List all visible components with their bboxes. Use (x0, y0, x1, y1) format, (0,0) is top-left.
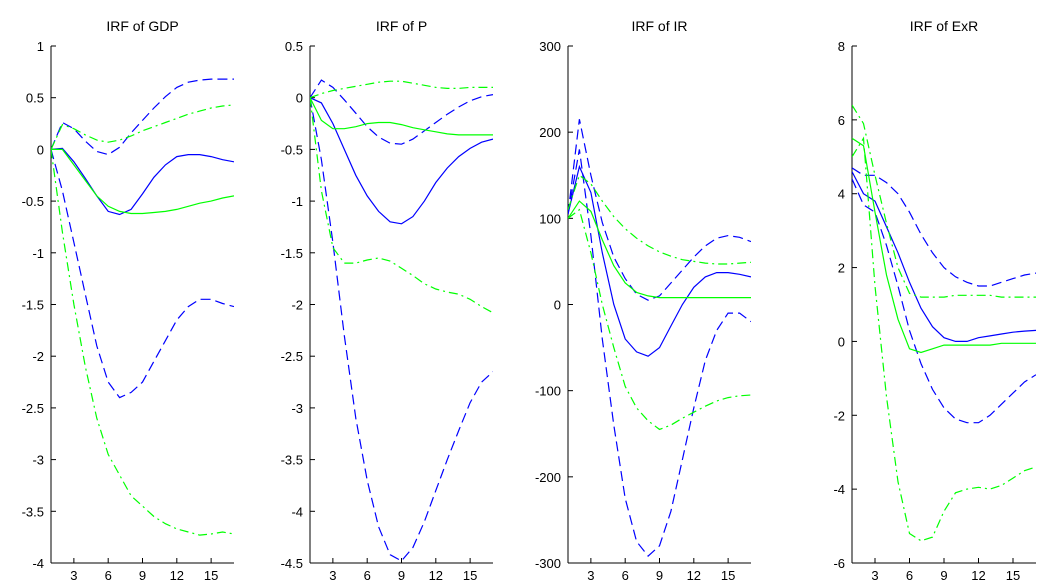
series-line-3 (51, 149, 234, 399)
x-tick-label: 3 (70, 568, 77, 583)
y-tick-label: 4 (838, 187, 845, 202)
y-tick-label: 300 (539, 39, 561, 54)
y-tick-label: -0.5 (281, 142, 303, 157)
series-line-2 (310, 79, 493, 145)
y-tick-label: 0 (37, 142, 44, 157)
x-tick-label: 3 (871, 568, 878, 583)
x-tick-label: 6 (105, 568, 112, 583)
chart-panel-3: IRF of IR 300 200 100 0 -100 -200 -300 3 6 9 12 15 (535, 18, 751, 583)
series-line-4 (310, 97, 493, 136)
x-tick-label: 12 (971, 568, 985, 583)
series-line-3 (310, 97, 493, 562)
x-tick-label: 15 (1006, 568, 1020, 583)
y-tick-label: -1 (291, 194, 303, 209)
y-tick-label: -4 (833, 482, 845, 497)
y-tick-label: -0.5 (22, 194, 44, 209)
series-line-4 (568, 200, 751, 299)
y-tick-label: 0 (838, 334, 845, 349)
y-tick-label: -1.5 (281, 246, 303, 261)
series-line-5 (852, 104, 1036, 298)
series-line-4 (852, 137, 1036, 354)
y-tick-label: 6 (838, 113, 845, 128)
y-tick-label: -4.5 (281, 556, 303, 571)
series-line-6 (51, 149, 234, 536)
y-tick-label: -4 (32, 556, 44, 571)
x-tick-label: 6 (906, 568, 913, 583)
series-line-4 (51, 148, 234, 215)
panel-title: IRF of P (376, 18, 427, 34)
x-tick-label: 12 (429, 568, 443, 583)
x-tick-label: 6 (364, 568, 371, 583)
x-tick-label: 9 (656, 568, 663, 583)
series-line-1 (51, 147, 234, 216)
series-line-2 (51, 78, 234, 156)
y-tick-label: -2 (291, 298, 303, 313)
y-tick-label: 0.5 (26, 91, 44, 106)
y-tick-label: -100 (535, 384, 561, 399)
x-tick-label: 12 (687, 568, 701, 583)
x-tick-label: 9 (139, 568, 146, 583)
y-tick-label: -3.5 (281, 453, 303, 468)
series-line-1 (310, 97, 493, 225)
y-tick-label: 200 (539, 125, 561, 140)
chart-panel-4: IRF of ExR 8 6 4 2 0 -2 -4 -6 3 6 9 12 15 (833, 18, 1036, 583)
y-tick-label: -3 (32, 453, 44, 468)
y-tick-label: -2 (32, 349, 44, 364)
chart-panel-2: IRF of P 0.5 0 -0.5 -1 -1.5 -2 -2.5 -3 -3.5 -4 -4.5… (281, 18, 493, 583)
series-line-6 (568, 208, 751, 431)
x-tick-label: 15 (204, 568, 218, 583)
series-line-2 (852, 167, 1036, 287)
series-line-5 (51, 104, 234, 150)
series-line-6 (852, 136, 1036, 542)
x-tick-label: 12 (170, 568, 184, 583)
y-tick-label: 0 (296, 91, 303, 106)
series-line-5 (568, 174, 751, 265)
y-tick-label: -4 (291, 504, 303, 519)
x-tick-label: 3 (329, 568, 336, 583)
y-tick-label: -2 (833, 408, 845, 423)
x-tick-label: 9 (940, 568, 947, 583)
series-line-5 (310, 80, 493, 99)
panel-title: IRF of GDP (106, 18, 178, 34)
x-tick-label: 15 (721, 568, 735, 583)
x-tick-label: 15 (463, 568, 477, 583)
y-tick-label: 1 (37, 39, 44, 54)
y-tick-label: -200 (535, 470, 561, 485)
series-line-6 (310, 97, 493, 314)
x-tick-label: 9 (398, 568, 405, 583)
y-tick-label: -6 (833, 556, 845, 571)
x-tick-label: 3 (587, 568, 594, 583)
y-tick-label: -2.5 (22, 401, 44, 416)
y-tick-label: 8 (838, 39, 845, 54)
panel-title: IRF of ExR (910, 18, 978, 34)
y-tick-label: -2.5 (281, 349, 303, 364)
series-line-1 (852, 171, 1036, 342)
series-line-2 (568, 119, 751, 301)
y-tick-label: 0 (554, 298, 561, 313)
y-tick-label: -1 (32, 246, 44, 261)
y-tick-label: 0.5 (285, 39, 303, 54)
y-tick-label: -300 (535, 556, 561, 571)
y-tick-label: 2 (838, 261, 845, 276)
y-tick-label: -1.5 (22, 298, 44, 313)
series-line-3 (568, 149, 751, 557)
y-tick-label: -3 (291, 401, 303, 416)
chart-panel-1: IRF of GDP 1 0.5 0 -0.5 -1 -1.5 -2 -2.5 -3 -3.5 -4 3… (22, 18, 234, 583)
y-tick-label: -3.5 (22, 504, 44, 519)
y-tick-label: 100 (539, 211, 561, 226)
x-tick-label: 6 (622, 568, 629, 583)
series-line-3 (852, 178, 1036, 424)
panel-title: IRF of IR (631, 18, 687, 34)
series-line-1 (568, 164, 751, 357)
